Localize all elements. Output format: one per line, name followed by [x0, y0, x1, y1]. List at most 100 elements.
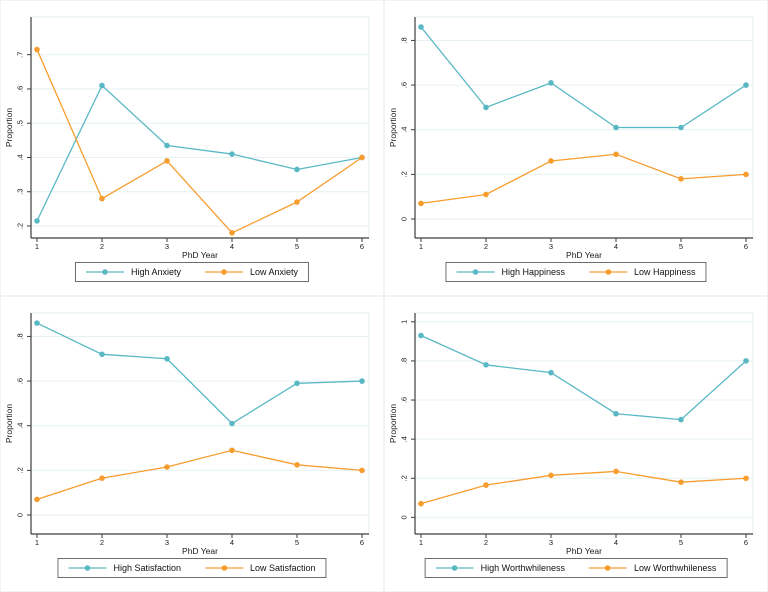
happiness-legend: High Happiness Low Happiness [445, 262, 707, 282]
x-axis-ticks: 1 2 3 4 5 6 [35, 238, 364, 251]
svg-text:0: 0 [400, 515, 409, 519]
worthwhileness-line-chart: 0 .2 .4 .6 .8 1 1 2 3 4 5 6 PhD Year Proportion [388, 312, 754, 556]
x-axis-title: PhD Year [566, 546, 602, 556]
worthwhileness-legend: High Worthwhileness Low Worthwhileness [424, 558, 728, 578]
legend-label: High Worthwhileness [480, 562, 565, 573]
legend-label: High Anxiety [130, 266, 181, 277]
svg-text:3: 3 [165, 538, 169, 547]
x-axis-title: PhD Year [182, 250, 218, 260]
series-high [418, 332, 749, 423]
x-axis-ticks: 1 2 3 4 5 6 [35, 534, 364, 547]
legend-item-high-satisfaction: High Satisfaction [68, 563, 181, 573]
svg-text:.4: .4 [16, 423, 25, 429]
satisfaction-line-chart: 0 .2 .4 .6 .8 1 2 3 4 5 6 PhD Year Proportion [4, 312, 370, 556]
svg-text:.2: .2 [400, 171, 409, 177]
legend-label: Low Satisfaction [250, 562, 316, 573]
svg-text:.8: .8 [16, 333, 25, 339]
y-axis-title: Proportion [4, 404, 14, 443]
svg-text:2: 2 [100, 538, 104, 547]
legend-item-low-anxiety: Low Anxiety [205, 267, 298, 277]
legend-item-low-worthwhileness: Low Worthwhileness [589, 563, 716, 573]
svg-text:2: 2 [484, 538, 488, 547]
svg-text:3: 3 [165, 242, 169, 251]
high-series-line-marker-icon [68, 565, 107, 571]
satisfaction-legend: High Satisfaction Low Satisfaction [57, 558, 327, 578]
high-series-line-marker-icon [435, 565, 474, 571]
svg-text:5: 5 [679, 242, 683, 251]
legend-item-high-anxiety: High Anxiety [85, 266, 181, 277]
panel-worthwhileness: 0 .2 .4 .6 .8 1 1 2 3 4 5 6 PhD Year Proportion High … [384, 296, 768, 592]
series-low [34, 447, 365, 503]
svg-text:.6: .6 [400, 397, 409, 403]
y-axis-ticks: 0 .2 .4 .6 .8 1 [400, 320, 753, 519]
legend-label: Low Worthwhileness [634, 562, 717, 573]
y-axis-title: Proportion [388, 404, 398, 443]
anxiety-legend: High Anxiety Low Anxiety [74, 262, 310, 282]
plot-border [414, 312, 754, 535]
svg-text:1: 1 [419, 242, 423, 251]
y-axis-ticks: 0 .2 .4 .6 .8 [400, 37, 753, 221]
plot-border [414, 16, 754, 239]
low-series-line-marker-icon [205, 565, 243, 571]
legend-item-low-satisfaction: Low Satisfaction [205, 563, 316, 573]
svg-text:6: 6 [360, 538, 364, 547]
x-axis-title: PhD Year [566, 250, 602, 260]
y-axis-title: Proportion [388, 108, 398, 147]
svg-text:6: 6 [744, 242, 748, 251]
panel-satisfaction: 0 .2 .4 .6 .8 1 2 3 4 5 6 PhD Year Proportion High S… [0, 296, 384, 592]
svg-text:.2: .2 [400, 475, 409, 481]
x-axis-ticks: 1 2 3 4 5 6 [419, 238, 748, 251]
y-axis-ticks: .2 .3 .4 .5 .6 .7 [16, 52, 369, 229]
svg-text:.6: .6 [16, 378, 25, 384]
anxiety-line-chart: .2 .3 .4 .5 .6 .7 1 2 3 4 5 6 PhD Year Proportion [4, 16, 370, 260]
x-axis-ticks: 1 2 3 4 5 6 [419, 534, 748, 547]
legend-label: Low Anxiety [250, 266, 299, 277]
panel-happiness: 0 .2 .4 .6 .8 1 2 3 4 5 6 PhD Year Proportion High H… [384, 0, 768, 296]
svg-text:3: 3 [549, 538, 553, 547]
svg-text:.2: .2 [16, 467, 25, 473]
low-series-line-marker-icon [205, 269, 243, 275]
series-high [34, 82, 365, 224]
legend-label: High Happiness [501, 266, 565, 277]
svg-text:.2: .2 [16, 223, 25, 229]
y-axis-title: Proportion [4, 108, 14, 147]
legend-label: Low Happiness [634, 266, 696, 277]
svg-text:1: 1 [419, 538, 423, 547]
series-low [34, 46, 365, 236]
high-series-line-marker-icon [85, 269, 124, 275]
svg-text:5: 5 [679, 538, 683, 547]
panel-anxiety: .2 .3 .4 .5 .6 .7 1 2 3 4 5 6 PhD Year Proportion Hig… [0, 0, 384, 296]
svg-text:1: 1 [35, 538, 39, 547]
svg-text:.6: .6 [400, 82, 409, 88]
svg-text:4: 4 [614, 538, 618, 547]
happiness-line-chart: 0 .2 .4 .6 .8 1 2 3 4 5 6 PhD Year Proportion [388, 16, 754, 260]
svg-text:6: 6 [744, 538, 748, 547]
series-low [418, 151, 749, 207]
svg-text:.3: .3 [16, 189, 25, 195]
x-axis-title: PhD Year [182, 546, 218, 556]
svg-text:0: 0 [16, 513, 25, 517]
svg-text:4: 4 [230, 538, 234, 547]
y-axis-ticks: 0 .2 .4 .6 .8 [16, 333, 369, 517]
svg-text:5: 5 [295, 242, 299, 251]
high-series-line-marker-icon [456, 269, 495, 275]
svg-text:.4: .4 [16, 154, 25, 160]
svg-text:3: 3 [549, 242, 553, 251]
svg-text:.6: .6 [16, 86, 25, 92]
svg-text:.8: .8 [400, 37, 409, 43]
svg-text:.8: .8 [400, 358, 409, 364]
svg-text:2: 2 [484, 242, 488, 251]
svg-text:.7: .7 [16, 52, 25, 58]
series-high [34, 320, 365, 427]
legend-label: High Satisfaction [113, 562, 181, 573]
svg-text:4: 4 [614, 242, 618, 251]
legend-item-low-happiness: Low Happiness [589, 267, 696, 277]
svg-text:1: 1 [35, 242, 39, 251]
series-high [418, 24, 749, 131]
svg-text:4: 4 [230, 242, 234, 251]
svg-text:2: 2 [100, 242, 104, 251]
svg-text:0: 0 [400, 217, 409, 221]
svg-text:6: 6 [360, 242, 364, 251]
svg-text:.4: .4 [400, 127, 409, 133]
